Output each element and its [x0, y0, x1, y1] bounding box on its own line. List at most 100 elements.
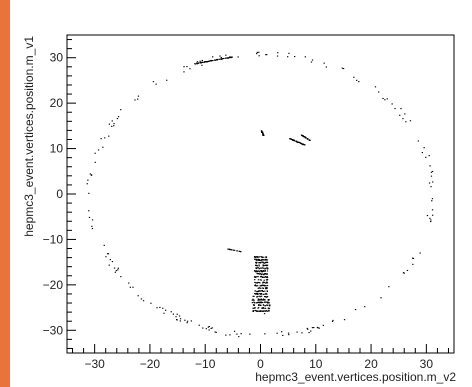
scatter-point — [218, 58, 221, 60]
y-tick-label: 10 — [50, 142, 64, 156]
scatter-point — [262, 261, 264, 263]
scatter-point — [208, 329, 210, 331]
scatter-point — [261, 130, 263, 132]
scatter-point — [266, 259, 268, 261]
scatter-point — [266, 278, 269, 280]
scatter-point — [201, 64, 203, 66]
scatter-point — [264, 265, 266, 267]
scatter-point — [430, 221, 432, 223]
scatter-point — [113, 125, 115, 127]
scatter-point — [259, 295, 261, 297]
scatter-point — [211, 327, 213, 329]
scatter-point — [263, 285, 266, 287]
scatter-point — [260, 279, 262, 281]
scatter-point — [254, 256, 256, 258]
scatter-point — [301, 332, 303, 334]
scatter-point — [90, 174, 93, 176]
scatter-point — [423, 147, 425, 149]
scatter-point — [260, 261, 262, 263]
scatter-point — [259, 279, 261, 281]
scatter-point — [256, 276, 258, 278]
scatter-point — [374, 86, 377, 88]
scatter-point — [429, 165, 431, 167]
scatter-point — [266, 273, 268, 275]
scatter-point — [412, 257, 415, 259]
scatter-point — [430, 171, 433, 173]
scatter-point — [105, 256, 107, 258]
scatter-point — [260, 262, 262, 264]
scatter-point — [253, 307, 255, 309]
scatter-point — [165, 309, 167, 311]
scatter-point — [257, 279, 260, 281]
scatter-point — [156, 307, 158, 309]
scatter-point — [307, 138, 309, 140]
scatter-point — [262, 287, 264, 289]
scatter-point — [306, 327, 308, 329]
scatter-point — [266, 296, 269, 298]
scatter-point — [111, 261, 114, 263]
scatter-point — [255, 267, 257, 269]
scatter-point — [176, 313, 178, 315]
scatter-point — [426, 215, 429, 217]
scatter-point — [172, 313, 174, 315]
scatter-point — [263, 307, 265, 309]
scatter-point — [299, 142, 302, 144]
scatter-point — [304, 56, 306, 58]
scatter-point — [236, 250, 238, 252]
scatter-point — [229, 334, 231, 336]
scatter-point — [428, 182, 431, 184]
scatter-point — [229, 57, 231, 59]
scatter-point — [265, 54, 267, 56]
scatter-point — [257, 267, 259, 269]
scatter-point — [258, 299, 260, 301]
scatter-point — [219, 55, 221, 57]
scatter-point — [237, 56, 239, 58]
scatter-point — [260, 259, 263, 261]
scatter-point — [265, 301, 267, 303]
scatter-point — [253, 295, 255, 297]
scatter-point — [409, 120, 412, 122]
scatter-point — [196, 63, 198, 65]
x-tick-label: −30 — [84, 357, 105, 371]
scatter-point — [282, 334, 284, 336]
scatter-point — [264, 333, 266, 335]
scatter-point — [269, 304, 271, 306]
scatter-point — [263, 279, 265, 281]
scatter-point — [265, 288, 267, 290]
scatter-point — [290, 138, 293, 140]
scatter-point — [201, 61, 203, 63]
scatter-point — [256, 267, 258, 269]
scatter-point — [268, 307, 271, 309]
scatter-point — [184, 319, 186, 321]
scatter-point — [255, 265, 257, 267]
scatter-point — [265, 287, 267, 289]
scatter-point — [108, 135, 110, 137]
scatter-point — [238, 250, 240, 252]
scatter-point — [254, 279, 256, 281]
scatter-point — [179, 318, 182, 320]
scatter-point — [276, 332, 278, 334]
scatter-point — [264, 310, 266, 312]
scatter-point — [419, 252, 421, 254]
scatter-point — [111, 120, 113, 122]
scatter-point — [262, 285, 264, 287]
scatter-point — [263, 299, 265, 301]
scatter-point — [251, 302, 253, 304]
scatter-point — [258, 282, 260, 284]
scatter-point — [91, 219, 94, 221]
scatter-point — [260, 298, 262, 300]
scatter-point — [264, 273, 266, 275]
scatter-point — [293, 140, 295, 142]
scatter-point — [264, 296, 266, 298]
scatter-point — [263, 134, 265, 136]
scatter-point — [258, 304, 260, 306]
scatter-point — [256, 273, 258, 275]
scatter-point — [265, 258, 267, 260]
scatter-point — [255, 268, 257, 270]
scatter-point — [109, 259, 111, 261]
scatter-point — [117, 267, 119, 269]
scatter-point — [258, 256, 260, 258]
scatter-point — [262, 270, 264, 272]
scatter-point — [266, 267, 268, 269]
scatter-point — [292, 139, 295, 141]
